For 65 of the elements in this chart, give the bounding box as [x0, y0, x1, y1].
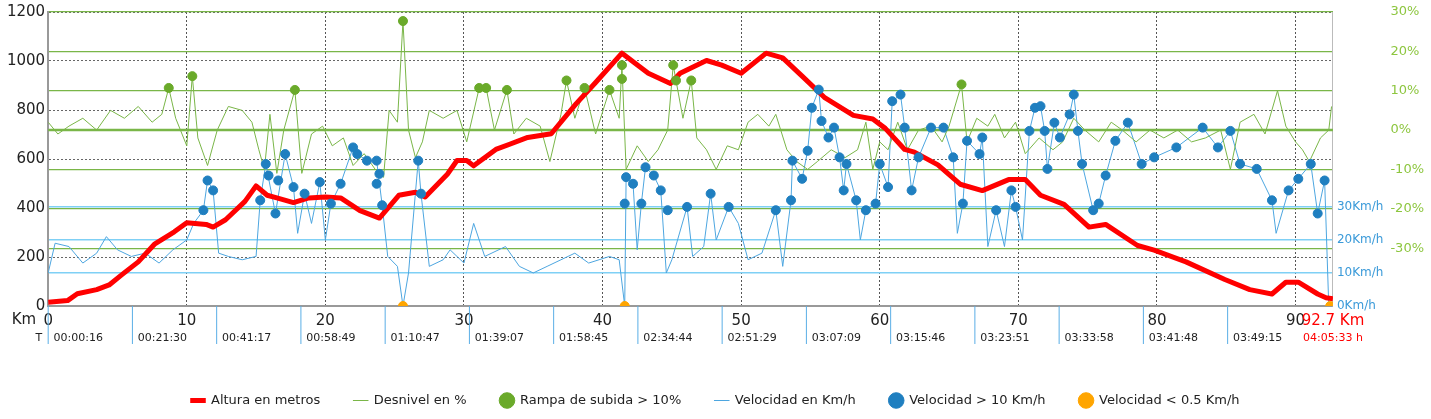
- text: 01:58:45: [558, 330, 609, 344]
- text: T: [34, 330, 43, 344]
- point: [616, 73, 627, 84]
- y-tick-label: 600: [16, 148, 46, 167]
- point: [187, 71, 198, 82]
- text: 00:21:30: [137, 330, 188, 344]
- x-tick-label: 10: [177, 310, 197, 329]
- legend-label: Rampa de subida > 10%: [519, 391, 682, 407]
- point: [163, 82, 174, 93]
- y-tick-label: 1000: [6, 50, 46, 69]
- legend-label: Altura en metros: [211, 391, 321, 407]
- x-axis-title: Km: [11, 309, 37, 328]
- text: 00:41:17: [221, 330, 272, 344]
- legend-label: Velocidad > 10 Km/h: [909, 391, 1046, 407]
- y2-tick-label: -30%: [1390, 239, 1425, 255]
- y3-tick-label: 0Km/h: [1336, 298, 1376, 313]
- text: 03:41:48: [1148, 330, 1199, 344]
- y2-tick-label: 0%: [1390, 121, 1412, 137]
- point: [481, 82, 492, 93]
- point: [671, 75, 681, 86]
- x-tick-label: 20: [315, 310, 335, 329]
- x-tick-label: 80: [1147, 310, 1167, 329]
- y-tick-label: 400: [16, 197, 46, 216]
- y2-tick-label: 20%: [1390, 42, 1420, 58]
- text: 04:05:33 h: [1303, 330, 1363, 344]
- y3-tick-label: 20Km/h: [1336, 232, 1384, 247]
- x-tick-label: 70: [1008, 310, 1028, 329]
- text: 02:51:29: [727, 330, 777, 344]
- y2-tick-label: 30%: [1390, 3, 1420, 19]
- text: 02:34:44: [643, 330, 693, 344]
- text: 03:15:46: [895, 330, 946, 344]
- point: [686, 75, 697, 86]
- text: 03:07:09: [811, 330, 862, 344]
- y2-tick-label: -10%: [1390, 160, 1425, 176]
- text: 03:49:15: [1232, 330, 1283, 344]
- text: 03:33:58: [1064, 330, 1114, 344]
- text: 01:39:07: [474, 330, 525, 344]
- point: [956, 79, 967, 90]
- y3-tick-label: 30Km/h: [1336, 199, 1384, 214]
- point: [616, 60, 627, 71]
- legend-label: Desnivel en %: [373, 391, 467, 407]
- y-tick-label: 800: [16, 99, 46, 118]
- x-tick-label: 60: [870, 310, 890, 329]
- point: [289, 84, 300, 95]
- y-tick-label: 200: [16, 246, 46, 265]
- point: [579, 82, 590, 93]
- point: [561, 75, 572, 86]
- point: [397, 16, 408, 27]
- point: [668, 60, 679, 71]
- text: 01:10:47: [390, 330, 440, 344]
- text: 03:23:51: [980, 330, 1030, 344]
- legend-label: Velocidad en Km/h: [734, 391, 856, 407]
- y2-tick-label: -20%: [1390, 200, 1425, 216]
- legend-label: Velocidad < 0.5 Km/h: [1099, 391, 1240, 407]
- point: [501, 84, 512, 95]
- y2-tick-label: 10%: [1390, 82, 1420, 98]
- x-tick-label: 92.7 Km: [1301, 310, 1365, 329]
- text: 00:00:16: [53, 330, 103, 344]
- y-tick-label: 0: [35, 295, 46, 314]
- y3-tick-label: 10Km/h: [1336, 265, 1384, 280]
- x-tick-label: 50: [731, 310, 751, 329]
- text: 00:58:49: [306, 330, 356, 344]
- y-tick-label: 1200: [6, 1, 46, 20]
- point: [604, 84, 615, 95]
- x-tick-label: 40: [593, 310, 613, 329]
